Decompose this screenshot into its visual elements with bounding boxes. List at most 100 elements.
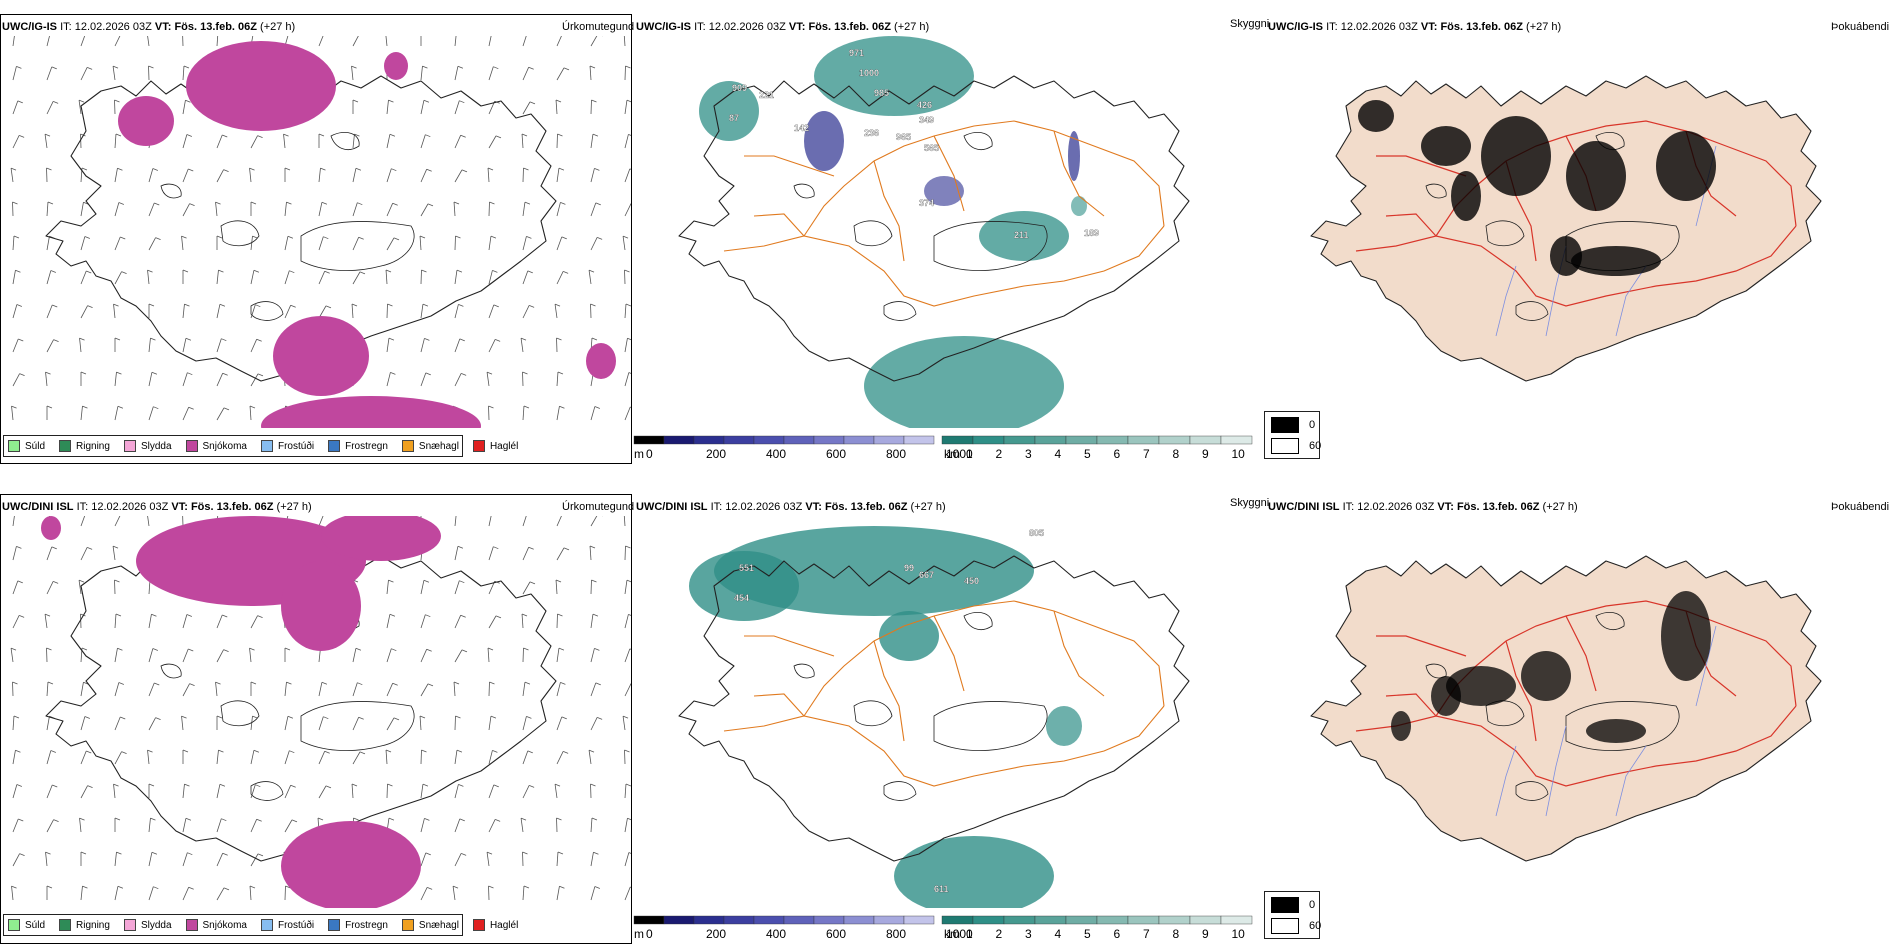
fog-legend-label: 0	[1309, 899, 1316, 911]
precip-legend-swatch	[8, 919, 20, 931]
precip-legend-label: Snjókoma	[202, 919, 247, 931]
colorbar-cell-m	[663, 915, 695, 925]
panel-header-r2c3: UWC/DINI ISL IT: 12.02.2026 03Z VT: Fös.…	[1268, 501, 1578, 513]
panel-name-r2c2: Skyggni	[1230, 497, 1270, 509]
precip-legend-swatch	[401, 919, 414, 931]
fog-area	[1571, 246, 1661, 276]
colorbar-cell-km	[941, 915, 974, 925]
precip-legend-item: Slydda	[123, 919, 172, 931]
colorbar-cell-m	[903, 435, 935, 445]
colorbar-tick-km: 8	[1173, 927, 1180, 941]
colorbar-cell-m	[753, 435, 785, 445]
snow-area	[384, 52, 408, 80]
colorbar-cell-m	[873, 435, 905, 445]
colorbar-cell-m	[843, 435, 875, 445]
fog-swatch-black	[1271, 897, 1299, 913]
precip-legend-item: Rigning	[59, 919, 110, 931]
colorbar-cell-km	[1127, 435, 1160, 445]
colorbar-tick-km: 6	[1114, 927, 1121, 941]
very-low-visibility-area	[924, 176, 964, 206]
low-visibility-area	[879, 611, 939, 661]
fog-area	[1431, 676, 1461, 716]
precip-legend-label: Snjókoma	[202, 440, 247, 452]
low-visibility-area	[979, 211, 1069, 261]
colorbar-tick-km: 4	[1055, 447, 1062, 461]
precip-legend-item: Haglél	[472, 440, 519, 452]
colorbar-cell-m	[633, 435, 665, 445]
colorbar-tick-km: 5	[1084, 927, 1091, 941]
colorbar-tick-km: 1	[966, 447, 973, 461]
colorbar-cell-m	[903, 915, 935, 925]
precip-legend-item: Frostúði	[260, 919, 314, 931]
colorbar-tick-km: 10	[1232, 927, 1246, 941]
snow-area	[321, 516, 441, 561]
low-visibility-area	[894, 836, 1054, 908]
colorbar-tick-km: 3	[1025, 447, 1032, 461]
precip-legend-item: Súld	[8, 440, 45, 452]
visibility-value-label: 551	[739, 563, 754, 573]
precip-legend-item: Snæhagl	[401, 440, 459, 452]
colorbar-cell-km	[1158, 435, 1191, 445]
precip-legend-swatch	[123, 440, 136, 452]
colorbar-tick-m: 400	[766, 927, 786, 941]
precip-legend-swatch	[8, 440, 20, 452]
colorbar-tick-km: 9	[1202, 447, 1209, 461]
fog-swatch-white	[1271, 918, 1299, 934]
fog-area	[1446, 666, 1516, 706]
precip-legend-item: Frostregn	[328, 919, 388, 931]
fog-legend-label: 0	[1309, 419, 1316, 431]
colorbar-cell-km	[1189, 915, 1222, 925]
colorbar-cell-km	[1003, 435, 1036, 445]
precip-legend-label: Súld	[25, 919, 46, 931]
colorbar-tick-m: 600	[826, 927, 846, 941]
colorbar-tick-km: 7	[1143, 927, 1150, 941]
colorbar-tick-m: 800	[886, 927, 906, 941]
very-low-visibility-area	[1068, 131, 1080, 181]
precip-legend-label: Haglél	[489, 440, 519, 452]
visibility-value-label: 450	[964, 576, 979, 586]
precip-legend-label: Slydda	[140, 440, 172, 452]
colorbar-cell-km	[1096, 915, 1129, 925]
precip-legend-label: Slydda	[140, 919, 172, 931]
low-visibility-area	[814, 36, 974, 116]
colorbar-tick-km: 5	[1084, 447, 1091, 461]
precip-legend-item: Haglél	[472, 919, 518, 931]
colorbar-tick-km: 6	[1114, 447, 1121, 461]
panel-header-r1c3: UWC/IG-IS IT: 12.02.2026 03Z VT: Fös. 13…	[1268, 21, 1562, 33]
very-low-visibility-area	[804, 111, 844, 171]
colorbar-cell-m	[663, 435, 695, 445]
precip-legend-label: Snæhagl	[418, 919, 459, 931]
colorbar-cell-km	[1003, 915, 1036, 925]
precip-legend-label: Frostúði	[277, 440, 315, 452]
colorbar-tick-km: 1	[966, 927, 973, 941]
fog-area	[1521, 651, 1571, 701]
panel-header-r1c1: UWC/IG-IS IT: 12.02.2026 03Z VT: Fös. 13…	[2, 21, 296, 33]
fog-legend-label: 60	[1309, 920, 1322, 932]
colorbar-cell-m	[843, 915, 875, 925]
colorbar-cell-m	[783, 435, 815, 445]
colorbar-tick-m: 1000	[946, 447, 973, 461]
precip-legend-label: Rigning	[76, 919, 110, 931]
visibility-map-top: 971 1000 985 909 221 87 142 426 349 236 965 565 374 2…	[678, 36, 1190, 428]
visibility-value-label: 667	[919, 570, 934, 580]
colorbar-cell-km	[1158, 915, 1191, 925]
colorbar-tick-km: 7	[1143, 447, 1150, 461]
precip-legend-swatch	[185, 440, 198, 452]
visibility-value-label: 426	[917, 100, 932, 110]
fog-legend-bottom: 0 60	[1264, 891, 1322, 939]
fog-area	[1421, 126, 1471, 166]
colorbar-unit-km: km	[944, 447, 960, 461]
visibility-value-label: 349	[919, 115, 934, 125]
precip-legend-label: Súld	[25, 440, 46, 452]
precip-legend-item: Slydda	[123, 440, 172, 452]
colorbar-unit-m: m	[634, 927, 644, 941]
colorbar-cell-km	[972, 915, 1005, 925]
colorbar-cell-m	[813, 435, 845, 445]
low-visibility-area	[864, 336, 1064, 428]
visibility-value-label: 87	[729, 113, 739, 123]
fog-area	[1358, 100, 1394, 132]
precip-legend-item: Snæhagl	[401, 919, 459, 931]
visibility-value-label: 454	[734, 593, 749, 603]
visibility-value-label: 99	[904, 563, 914, 573]
